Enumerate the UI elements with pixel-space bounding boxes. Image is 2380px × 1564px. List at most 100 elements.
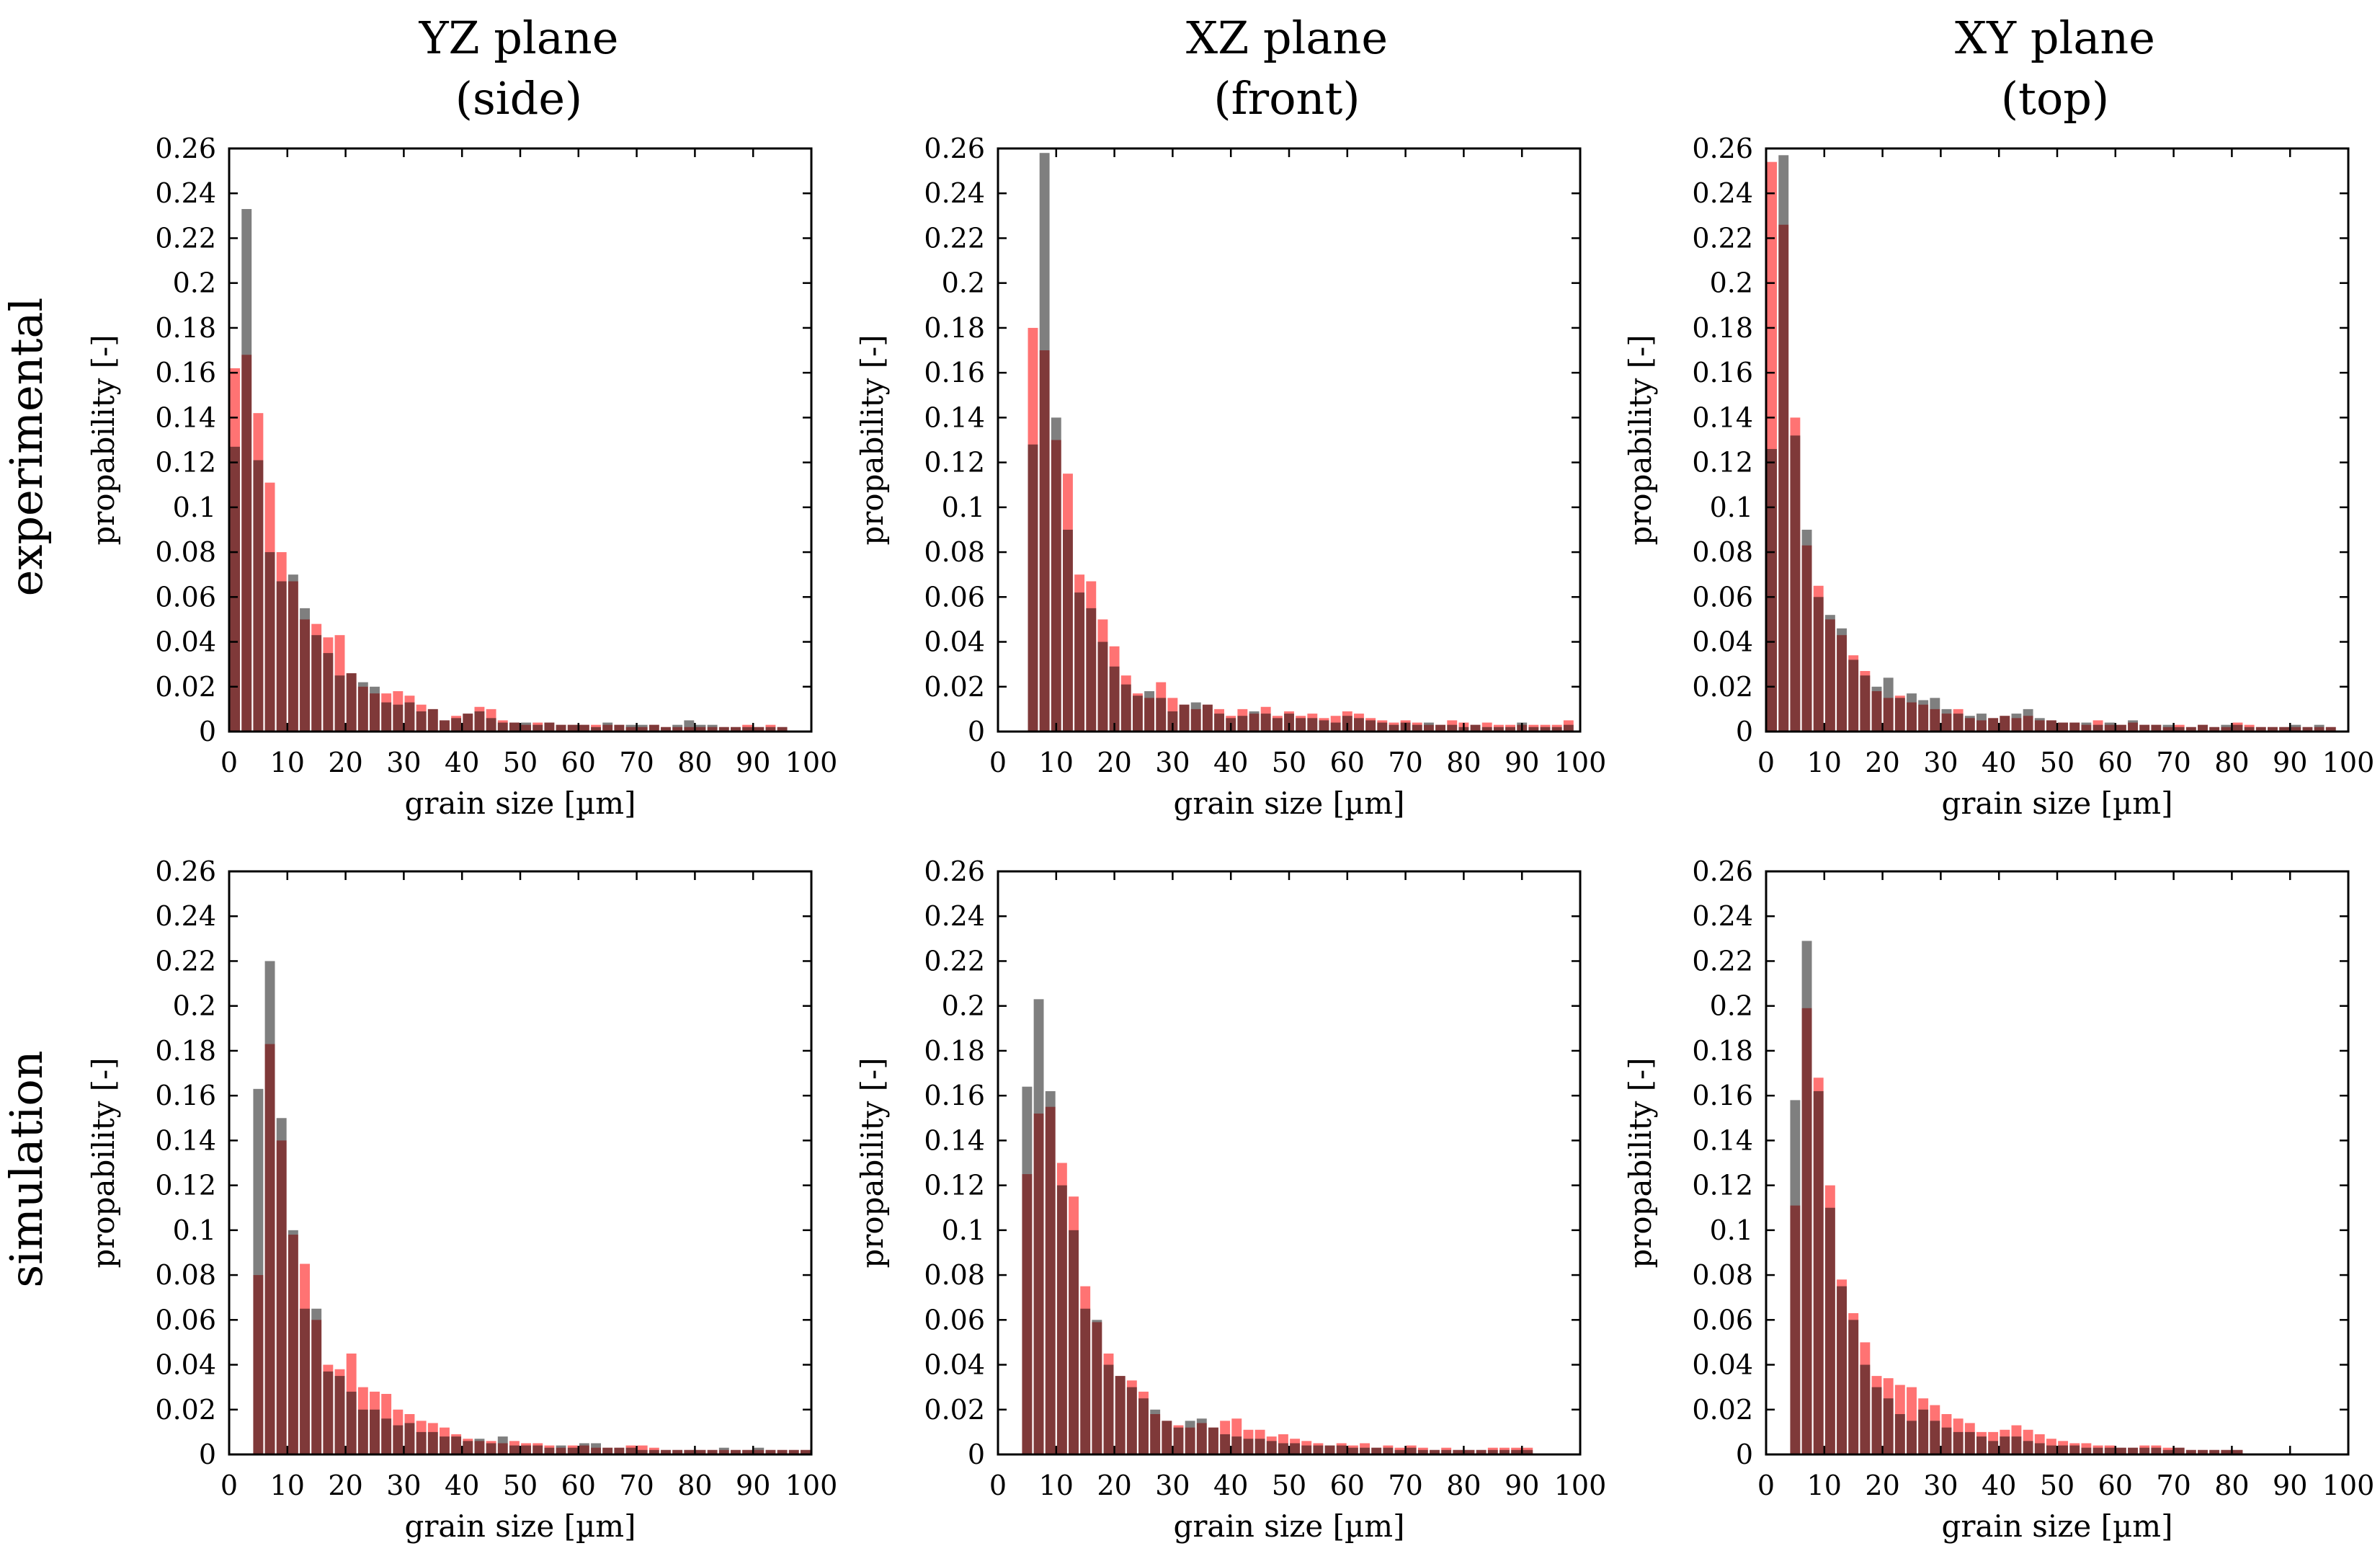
x-tick-label: 100 xyxy=(785,1470,838,1501)
histogram-bar-gray xyxy=(253,460,264,732)
histogram-bar-gray xyxy=(1307,718,1318,732)
histogram-bar-gray xyxy=(1790,1100,1801,1454)
y-tick-label: 0.04 xyxy=(155,1349,216,1381)
histogram-bar-gray xyxy=(718,727,729,732)
histogram-bar-gray xyxy=(1097,641,1108,732)
histogram-bar-gray xyxy=(637,1449,648,1454)
column-title-line2: (front) xyxy=(1213,72,1360,125)
x-tick-label: 70 xyxy=(2156,1470,2190,1501)
histogram-bar-gray xyxy=(357,682,368,732)
x-tick-label: 80 xyxy=(2214,1470,2249,1501)
x-tick-label: 30 xyxy=(1155,747,1190,778)
histogram-bar-gray xyxy=(1056,1185,1067,1454)
histogram-bar-gray xyxy=(1132,696,1143,732)
histogram-bar-gray xyxy=(2302,727,2313,732)
histogram-bar-gray xyxy=(754,1447,765,1454)
histogram-bar-gray xyxy=(684,720,695,732)
histogram-bar-gray xyxy=(2069,722,2080,732)
x-tick-label: 40 xyxy=(1213,1470,1248,1501)
y-tick-label: 0.24 xyxy=(924,177,985,209)
histogram-bar-gray xyxy=(2023,708,2033,732)
histogram-bar-gray xyxy=(2139,724,2150,732)
y-tick-label: 0.14 xyxy=(1692,401,1753,433)
y-tick-label: 0.08 xyxy=(924,536,985,568)
x-tick-label: 0 xyxy=(220,747,238,778)
y-tick-label: 0.2 xyxy=(942,990,985,1022)
histogram-bar-gray xyxy=(2092,1447,2103,1454)
y-tick-label: 0.18 xyxy=(155,312,216,344)
y-tick-label: 0.22 xyxy=(924,222,985,254)
histogram-bar-gray xyxy=(346,673,357,732)
x-tick-label: 70 xyxy=(619,747,654,778)
histogram-bar-gray xyxy=(1190,702,1201,732)
y-tick-label: 0.2 xyxy=(1710,990,1753,1022)
y-tick-label: 0.12 xyxy=(924,1170,985,1201)
histogram-bar-gray xyxy=(2232,1449,2243,1454)
histogram-bar-gray xyxy=(2291,724,2301,732)
histogram-bar-gray xyxy=(2221,724,2232,732)
histogram-bar-gray xyxy=(731,727,741,732)
histogram-bar-gray xyxy=(1837,1286,1847,1454)
y-tick-label: 0.06 xyxy=(924,1304,985,1336)
histogram-bar-gray xyxy=(2198,724,2208,732)
y-tick-label: 0.02 xyxy=(1692,671,1753,703)
histogram-bar-gray xyxy=(1254,1439,1265,1454)
histogram-bar-gray xyxy=(765,1449,776,1454)
x-tick-label: 50 xyxy=(1272,1470,1306,1501)
histogram-bar-gray xyxy=(1051,417,1061,732)
column-title-line1: XY plane xyxy=(1955,12,2155,64)
histogram-bar-gray xyxy=(1266,1441,1277,1454)
y-tick-label: 0.02 xyxy=(155,1394,216,1426)
histogram-bar-gray xyxy=(1301,1445,1312,1454)
histogram-bar-gray xyxy=(276,1118,287,1454)
histogram-bar-gray xyxy=(1214,714,1224,732)
x-tick-label: 100 xyxy=(785,747,838,778)
histogram-bar-gray xyxy=(474,1439,485,1454)
x-tick-label: 40 xyxy=(445,747,479,778)
histogram-bar-gray xyxy=(334,675,345,732)
histogram-bar-gray xyxy=(1464,1449,1475,1454)
y-tick-label: 0.08 xyxy=(924,1259,985,1291)
histogram-bar-gray xyxy=(1528,727,1539,732)
y-tick-label: 0.08 xyxy=(1692,1259,1753,1291)
y-tick-label: 0.22 xyxy=(924,945,985,977)
histogram-bar-gray xyxy=(2034,718,2045,732)
x-tick-label: 80 xyxy=(677,747,712,778)
histogram-bar-gray xyxy=(1080,1308,1091,1454)
histogram-bar-gray xyxy=(334,1376,345,1454)
histogram-bar-gray xyxy=(1220,1434,1231,1454)
histogram-bar-gray xyxy=(777,727,788,732)
histogram-bar-gray xyxy=(1138,1398,1149,1454)
x-tick-label: 30 xyxy=(386,747,421,778)
histogram-bar-gray xyxy=(1813,1090,1824,1454)
y-tick-label: 0.22 xyxy=(155,222,216,254)
histogram-bar-gray xyxy=(1767,448,1778,732)
histogram-bar-gray xyxy=(1371,1447,1382,1454)
x-tick-label: 70 xyxy=(619,1470,654,1501)
histogram-bar-gray xyxy=(486,1443,496,1454)
histogram-bar-gray xyxy=(2209,1449,2220,1454)
histogram-bar-gray xyxy=(625,1447,636,1454)
axes-frame xyxy=(1765,147,2350,733)
histogram-bar-gray xyxy=(2268,727,2278,732)
histogram-bar-gray xyxy=(1394,1449,1405,1454)
y-tick-label: 0.12 xyxy=(1692,1170,1753,1201)
histogram-bar-gray xyxy=(1824,615,1835,732)
histogram-bar-gray xyxy=(486,718,496,732)
histogram-bar-gray xyxy=(1435,724,1446,732)
histogram-bar-gray xyxy=(521,722,532,732)
x-tick-label: 80 xyxy=(1446,747,1481,778)
histogram-bar-gray xyxy=(2128,720,2138,732)
y-axis-title: propability [-] xyxy=(1623,334,1658,545)
y-tick-label: 0 xyxy=(1736,1439,1753,1470)
x-tick-label: 70 xyxy=(1388,1470,1422,1501)
y-tick-label: 0.26 xyxy=(1692,133,1753,164)
x-tick-label: 20 xyxy=(1865,1470,1899,1501)
histogram-bar-gray xyxy=(567,1447,578,1454)
histogram-bar-gray xyxy=(323,1371,334,1454)
histogram-bar-gray xyxy=(1063,529,1073,732)
histogram-bar-gray xyxy=(440,1436,450,1454)
column-title-line2: (top) xyxy=(2001,72,2109,125)
histogram-bar-gray xyxy=(1033,999,1044,1454)
histogram-bar-gray xyxy=(1196,1418,1207,1454)
